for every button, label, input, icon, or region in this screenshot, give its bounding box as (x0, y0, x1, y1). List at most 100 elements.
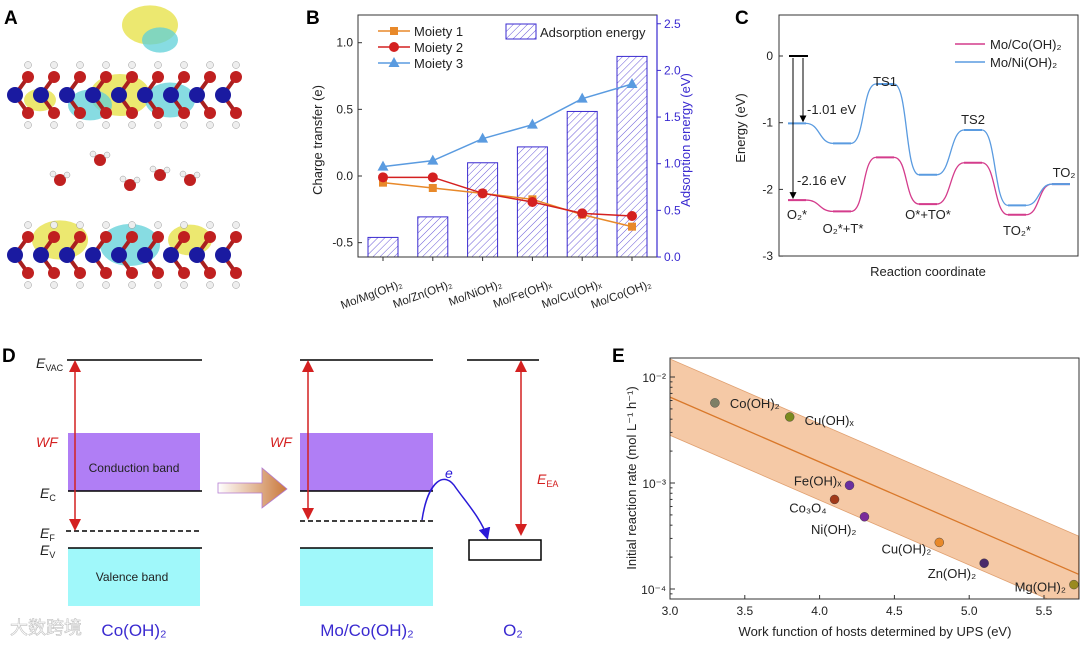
oxygen-atom (152, 231, 164, 243)
valence-band-left (68, 548, 200, 606)
legend-label: Moiety 2 (414, 40, 463, 55)
metal-atom (215, 247, 231, 263)
water-oxygen-atom (124, 179, 136, 191)
x-axis-title-e: Work function of hosts determined by UPS… (739, 624, 1012, 639)
hydrogen-atom (206, 281, 214, 289)
panel-label-a: A (4, 8, 18, 29)
bar-adsorption-energy (417, 216, 449, 258)
data-point-moiety-2 (427, 172, 438, 183)
hydrogen-atom (128, 281, 136, 289)
data-point-moiety-1 (379, 178, 387, 187)
data-point-moiety-2 (378, 172, 388, 183)
hydrogen-atom (206, 121, 214, 129)
watermark: 大数跨境 (10, 618, 82, 638)
state-label: TS1 (873, 74, 897, 89)
oxygen-atom (204, 71, 216, 83)
x-tick-label: 3.5 (736, 604, 753, 618)
data-point (829, 494, 840, 505)
legend-bar-swatch (505, 23, 537, 40)
hydrogen-atom (24, 221, 32, 229)
oxygen-atom (74, 231, 86, 243)
hydrogen-atom (232, 221, 240, 229)
data-point-label: Fe(OH)ₓ (794, 473, 842, 488)
oxygen-atom (126, 107, 138, 119)
panel-label-c: C (735, 8, 749, 29)
annotation-ni: -1.01 eV (807, 102, 856, 117)
water-hydrogen-atom (89, 150, 97, 158)
oxygen-atom (100, 71, 112, 83)
hydrogen-atom (232, 121, 240, 129)
hydrogen-atom (180, 61, 188, 69)
oxygen-atom (126, 71, 138, 83)
data-point-moiety-3 (576, 92, 588, 103)
y-axis-title-c: Energy (eV) (733, 93, 748, 162)
data-point-moiety-3 (377, 160, 389, 171)
x-tick-label: 5.5 (1036, 604, 1053, 618)
state-label: TO₂* (1003, 223, 1031, 238)
water-hydrogen-atom (49, 170, 57, 178)
material-label-co-oh2: Co(OH)₂ (101, 621, 166, 640)
oxygen-atom (152, 71, 164, 83)
data-point-moiety-2 (627, 210, 637, 221)
data-point (844, 480, 855, 491)
valence-band-label: Valence band (96, 570, 169, 584)
annotation-co: -2.16 eV (797, 173, 846, 188)
legend-label: Moiety 1 (414, 24, 463, 39)
data-point-moiety-2 (577, 208, 588, 219)
hydrogen-atom (128, 121, 136, 129)
legend-marker (389, 42, 399, 52)
electron-transfer-arrow (421, 478, 491, 540)
metal-atom (59, 87, 75, 103)
hydrogen-atom (24, 281, 32, 289)
water-hydrogen-atom (163, 166, 171, 174)
metal-atom (33, 87, 49, 103)
data-point-label: Cu(OH)₂ (881, 541, 931, 556)
data-point-moiety-3 (626, 78, 638, 89)
hydrogen-atom (50, 61, 58, 69)
y2-tick-label: 0.0 (664, 250, 681, 264)
oxygen-atom (204, 267, 216, 279)
plot-area (670, 358, 1079, 599)
data-point-moiety-2 (527, 196, 538, 207)
oxygen-atom (48, 267, 60, 279)
data-point (979, 558, 989, 568)
y-tick-label: 10⁻⁴ (641, 583, 666, 597)
panel-label-b: B (306, 8, 320, 29)
y2-axis-title-b: Adsorption energy (eV) (678, 73, 693, 207)
legend-label: Adsorption energy (540, 25, 646, 40)
water-oxygen-atom (94, 154, 106, 166)
y-tick-label: -0.5 (332, 236, 353, 250)
x-axis-title-c: Reaction coordinate (870, 264, 986, 279)
valence-band-middle (300, 548, 433, 606)
wf-label-middle: WF (270, 434, 293, 450)
hydrogen-atom (24, 61, 32, 69)
y-tick-label: 1.0 (336, 36, 353, 50)
oxygen-atom (22, 267, 34, 279)
panel-b: B -0.50.00.51.00.00.51.01.52.02.5Mo/Mg(O… (306, 8, 693, 312)
x-tick-label: 5.0 (961, 604, 978, 618)
oxygen-atom (48, 107, 60, 119)
ev-label: EV (40, 542, 55, 560)
hydrogen-atom (180, 121, 188, 129)
data-point (934, 537, 944, 548)
y-tick-label: 10⁻² (642, 371, 666, 385)
hydrogen-atom (50, 281, 58, 289)
hydrogen-atom (154, 221, 162, 229)
data-point-label: Mg(OH)₂ (1015, 580, 1066, 595)
hydrogen-atom (76, 61, 84, 69)
plot-frame (669, 357, 1080, 600)
y2-tick-label: 2.5 (664, 17, 681, 31)
plot-frame (357, 14, 658, 258)
metal-atom (189, 247, 205, 263)
material-label-o2: O₂ (503, 621, 523, 640)
state-label: O*+TO* (905, 207, 951, 222)
data-point-label: Co₃O₄ (789, 500, 826, 515)
oxygen-atom (126, 231, 138, 243)
hydrogen-atom (102, 121, 110, 129)
legend-label: Mo/Co(OH)₂ (990, 37, 1062, 52)
hydrogen-atom (102, 221, 110, 229)
eea-label: EEA (537, 471, 558, 489)
conduction-band-middle (300, 433, 433, 491)
legend-label: Mo/Ni(OH)₂ (990, 55, 1057, 70)
material-labels: Co(OH)₂ Mo/Co(OH)₂ O₂ (101, 621, 522, 640)
